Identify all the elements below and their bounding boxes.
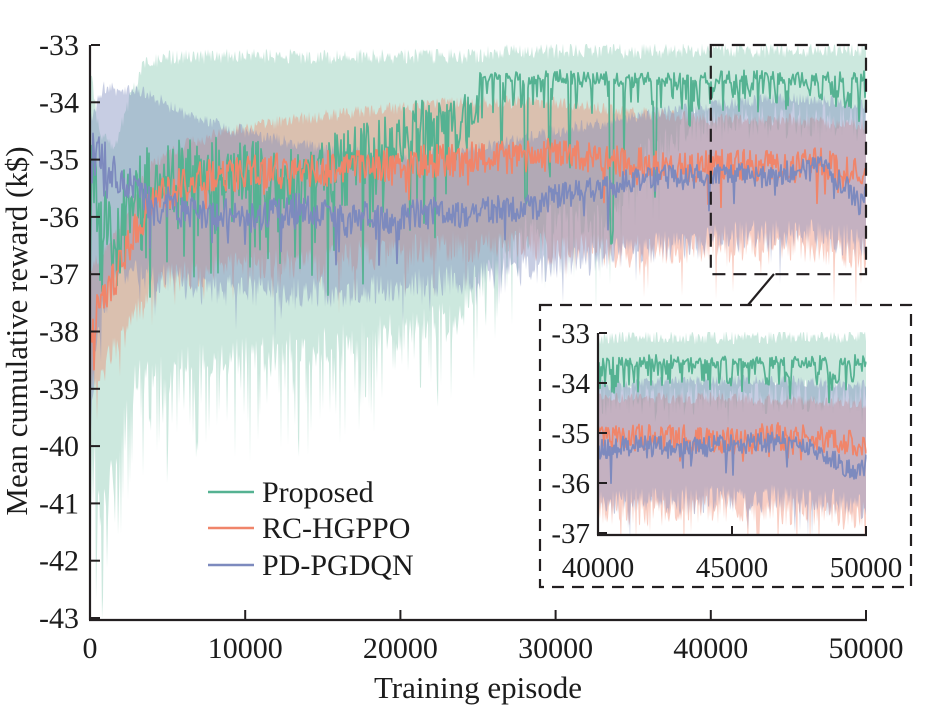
inset-axes xyxy=(596,333,867,537)
main-lines xyxy=(90,69,867,371)
main-y-tick-label: -42 xyxy=(39,545,79,578)
legend-label-proposed: Proposed xyxy=(262,476,374,509)
main-y-tick-label: -39 xyxy=(39,373,79,406)
main-line-rc-hgppo xyxy=(90,137,867,371)
inset-line-proposed xyxy=(598,353,867,404)
main-plot: 0 10000 20000 30000 40000 50000 -33 -34 -35 -36 -3… xyxy=(39,29,904,665)
legend-label-rc-hgppo: RC-HGPPO xyxy=(262,512,410,545)
inset-line-rc-hgppo xyxy=(598,422,867,462)
inset-y-tick-label: -36 xyxy=(551,468,590,500)
inset-y-tick-label: -34 xyxy=(551,368,590,400)
main-y-tick-label: -37 xyxy=(39,258,79,291)
main-line-pd-pgdqn xyxy=(90,132,867,266)
zoom-region-box xyxy=(709,43,868,276)
inset-y-tick-label: -37 xyxy=(551,518,590,550)
inset-y-tick-label: -35 xyxy=(551,418,590,450)
inset-lines xyxy=(598,353,867,485)
inset-line-pd-pgdqn xyxy=(598,430,867,485)
y-axis-label: Mean cumulative reward (k$) xyxy=(0,146,34,515)
main-series-area xyxy=(90,44,867,620)
main-y-tick-label: -41 xyxy=(39,487,79,520)
inset-x-tick-label: 50000 xyxy=(830,552,903,584)
main-y-tick-label: -36 xyxy=(39,201,79,234)
main-y-tick-label: -40 xyxy=(39,430,79,463)
main-x-tick-label: 50000 xyxy=(829,632,904,665)
inset-ticks xyxy=(597,332,867,534)
main-axes xyxy=(88,45,867,622)
main-y-tick-label: -43 xyxy=(39,602,79,635)
inset-border-box xyxy=(538,303,913,589)
x-axis-label: Training episode xyxy=(374,670,582,705)
main-y-tick-label: -33 xyxy=(39,29,79,62)
main-x-tick-label: 40000 xyxy=(673,632,748,665)
legend-label-pd-pgdqn: PD-PGDQN xyxy=(262,549,414,582)
inset-x-tick-label: 40000 xyxy=(562,552,635,584)
inset-plot: 40000 45000 50000 -33 -34 -35 -36 -37 xyxy=(551,318,902,584)
inset-y-tick-label: -33 xyxy=(551,318,590,350)
main-y-tick-label: -35 xyxy=(39,144,79,177)
main-y-tick-label: -38 xyxy=(39,316,79,349)
connector-line xyxy=(747,273,775,306)
main-x-tick-label: 0 xyxy=(83,632,98,665)
main-y-tick-label: -34 xyxy=(39,86,79,119)
main-x-tick-label: 30000 xyxy=(518,632,593,665)
main-x-tick-label: 20000 xyxy=(363,632,438,665)
inset-x-tick-label: 45000 xyxy=(696,552,769,584)
main-x-tick-label: 10000 xyxy=(208,632,283,665)
inset-series-area xyxy=(598,332,867,535)
main-line-proposed xyxy=(90,69,867,298)
main-ticks xyxy=(89,44,867,619)
